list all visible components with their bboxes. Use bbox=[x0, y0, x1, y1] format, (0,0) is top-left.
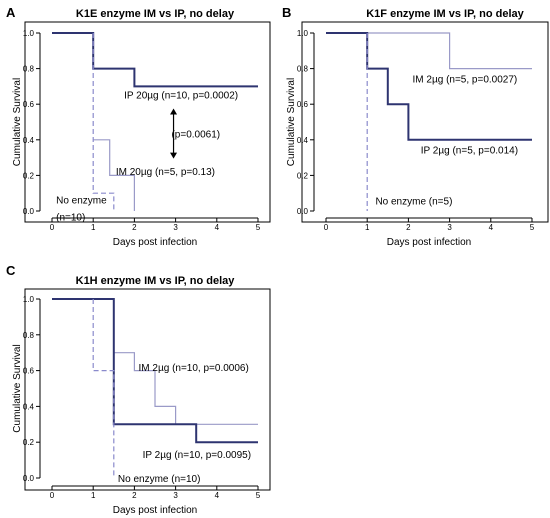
panel-a: A K1E enzyme IM vs IP, no delay 0 1 2 3 4 5 0.0 0… bbox=[6, 5, 271, 248]
plot-frame bbox=[301, 21, 549, 223]
survival-curve-solid-thick bbox=[52, 32, 258, 88]
y-tick-label: 0.4 bbox=[297, 136, 309, 145]
chart-title: K1F enzyme IM vs IP, no delay bbox=[366, 8, 524, 20]
y-tick-label: 0.8 bbox=[297, 65, 309, 74]
panel-c: C K1H enzyme IM vs IP, no delay 0 1 2 3 4 5 0.0 0… bbox=[6, 263, 271, 516]
x-tick-label: 5 bbox=[530, 223, 535, 232]
y-tick-label: 0.0 bbox=[23, 207, 35, 216]
arrow-head-down bbox=[170, 152, 178, 159]
y-tick-label: 0.2 bbox=[23, 438, 35, 447]
y-tick-label: 0.0 bbox=[23, 474, 35, 483]
survival-curve-dashed bbox=[92, 33, 115, 211]
x-tick-label: 3 bbox=[173, 491, 178, 500]
plot-frame bbox=[24, 21, 271, 223]
chart-title: K1E enzyme IM vs IP, no delay bbox=[76, 8, 235, 20]
x-tick-label: 2 bbox=[132, 491, 137, 500]
y-tick-label: 0.8 bbox=[23, 65, 35, 74]
panel-letter: C bbox=[6, 263, 16, 278]
chart-title: K1H enzyme IM vs IP, no delay bbox=[76, 275, 236, 287]
arrow-head-up bbox=[170, 108, 178, 115]
panel-letter: A bbox=[6, 5, 16, 20]
survival-curve-solid-thin bbox=[326, 32, 532, 70]
y-tick-label: 0.6 bbox=[297, 100, 309, 109]
y-tick-label: 1.0 bbox=[23, 295, 35, 304]
x-tick-label: 4 bbox=[215, 223, 220, 232]
curve-annotation: IM 2µg (n=10, p=0.0006) bbox=[139, 363, 249, 374]
curve-annotation: IM 20µg (n=5, p=0.13) bbox=[116, 167, 215, 178]
survival-curve-solid-thin bbox=[93, 139, 135, 211]
survival-curve-solid-thick bbox=[52, 298, 258, 444]
x-axis-label: Days post infection bbox=[113, 237, 198, 248]
y-tick-label: 0.4 bbox=[23, 136, 35, 145]
y-tick-label: 0.2 bbox=[23, 171, 35, 180]
y-axis-label: Cumulative Survival bbox=[12, 344, 23, 432]
curve-annotation: No enzyme (n=10) bbox=[118, 474, 201, 485]
x-tick-label: 0 bbox=[50, 491, 55, 500]
y-axis-label: Cumulative Survival bbox=[12, 78, 23, 166]
x-tick-label: 0 bbox=[50, 223, 55, 232]
curve-annotation: No enzyme (n=5) bbox=[375, 196, 452, 207]
y-tick-label: 0.2 bbox=[297, 171, 309, 180]
x-axis-label: Days post infection bbox=[113, 505, 198, 516]
x-tick-label: 4 bbox=[215, 491, 220, 500]
curve-annotation: (p=0.0061) bbox=[171, 130, 220, 141]
plot-frame bbox=[24, 288, 271, 491]
y-tick-label: 1.0 bbox=[297, 29, 309, 38]
x-tick-label: 1 bbox=[365, 223, 370, 232]
x-tick-label: 2 bbox=[132, 223, 137, 232]
panel-b: B K1F enzyme IM vs IP, no delay 0 1 2 3 4 5 0.0 0… bbox=[282, 5, 549, 248]
curve-annotation: IP 20µg (n=10, p=0.0002) bbox=[124, 90, 238, 101]
x-tick-label: 3 bbox=[173, 223, 178, 232]
survival-curve-dashed bbox=[92, 299, 115, 478]
x-tick-label: 0 bbox=[324, 223, 329, 232]
y-axis-label: Cumulative Survival bbox=[286, 78, 297, 166]
curve-annotation: (n=10) bbox=[56, 212, 85, 223]
curve-annotation: IM 2µg (n=5, p=0.0027) bbox=[413, 74, 518, 85]
x-tick-label: 1 bbox=[91, 223, 96, 232]
x-tick-label: 1 bbox=[91, 491, 96, 500]
curve-annotation: IP 2µg (n=10, p=0.0095) bbox=[143, 450, 251, 461]
panel-letter: B bbox=[282, 5, 291, 20]
survival-curve-solid-thick bbox=[326, 32, 532, 141]
x-tick-label: 3 bbox=[447, 223, 452, 232]
curve-annotation: No enzyme bbox=[56, 195, 107, 206]
y-tick-label: 0.0 bbox=[297, 207, 309, 216]
y-tick-label: 0.6 bbox=[23, 100, 35, 109]
curve-annotation: IP 2µg (n=5, p=0.014) bbox=[421, 146, 518, 157]
y-tick-label: 1.0 bbox=[23, 29, 35, 38]
y-tick-label: 0.6 bbox=[23, 367, 35, 376]
x-tick-label: 5 bbox=[256, 223, 261, 232]
survival-curve-solid-thin bbox=[52, 298, 258, 425]
y-tick-label: 0.4 bbox=[23, 402, 35, 411]
y-tick-label: 0.8 bbox=[23, 331, 35, 340]
x-axis-label: Days post infection bbox=[387, 237, 472, 248]
x-tick-label: 4 bbox=[489, 223, 494, 232]
x-tick-label: 5 bbox=[256, 491, 261, 500]
x-tick-label: 2 bbox=[406, 223, 411, 232]
